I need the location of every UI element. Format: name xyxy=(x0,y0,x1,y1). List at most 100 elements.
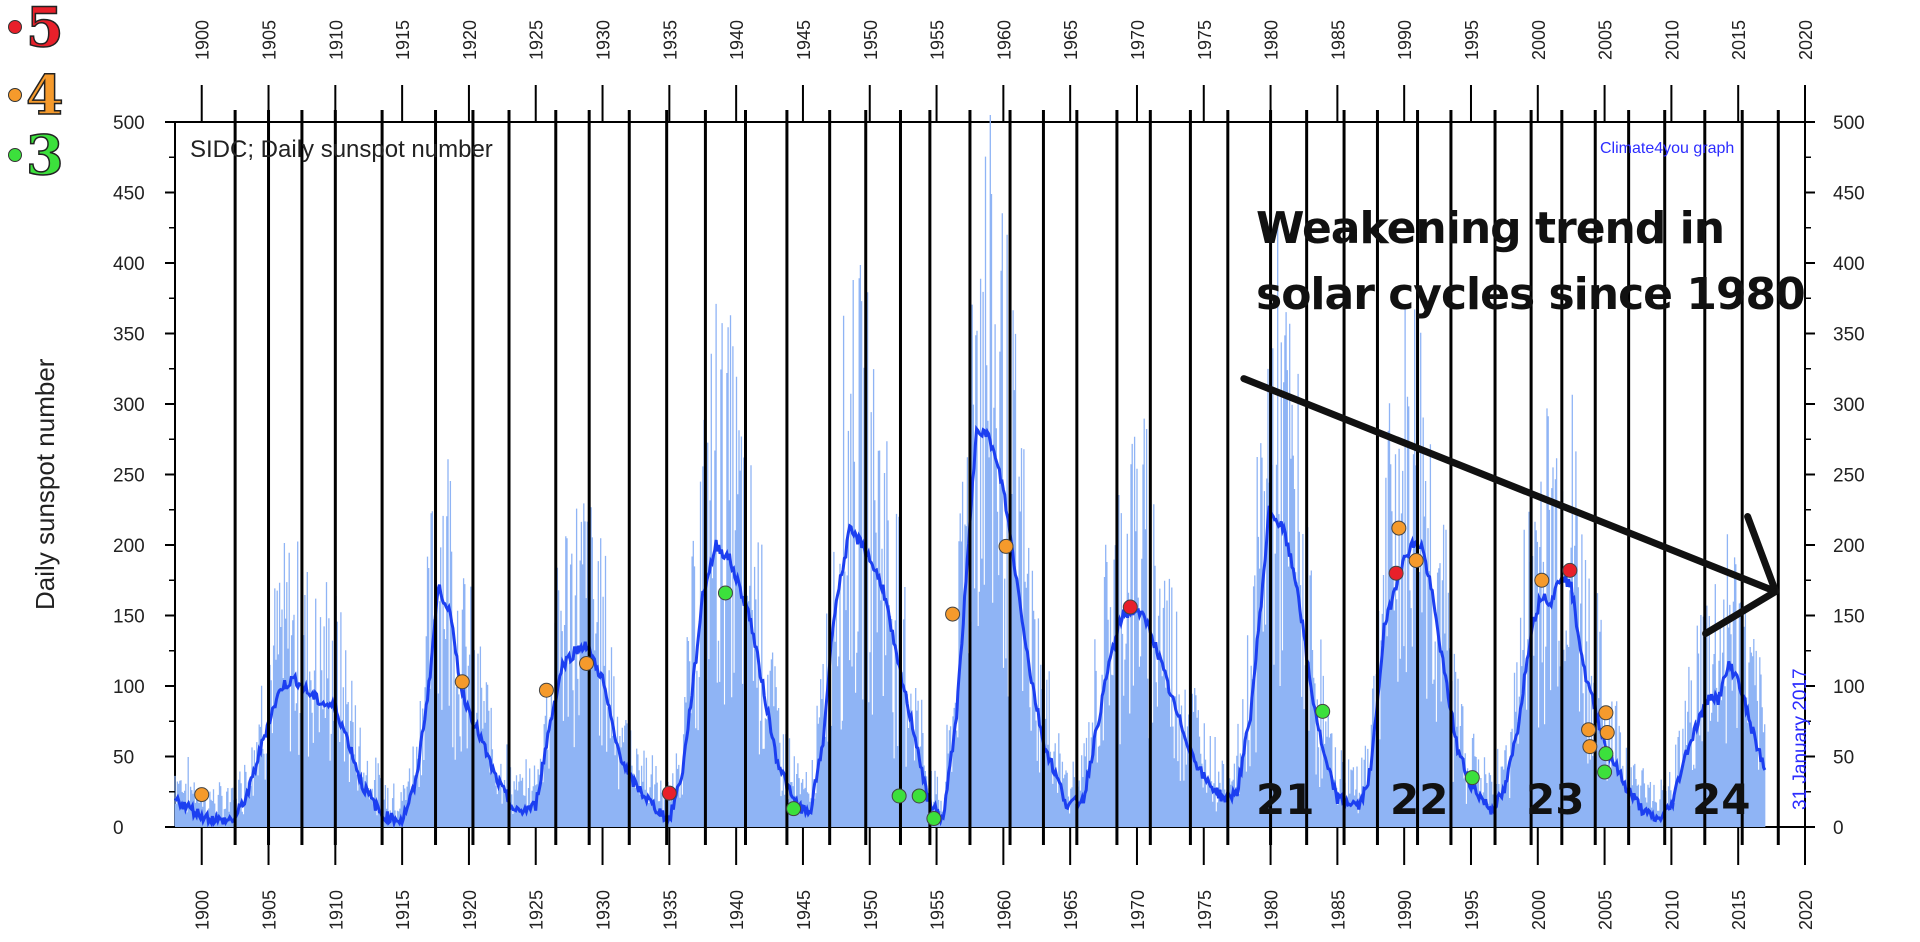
legend-item-3: 3 xyxy=(8,123,64,187)
y-tick-label-right: 500 xyxy=(1833,113,1865,134)
legend-number-4: 4 xyxy=(25,63,64,127)
event-point-level-3 xyxy=(786,801,802,817)
trend-arrow-head-lower xyxy=(1702,588,1780,638)
x-tick-label-top: 1980 xyxy=(1262,20,1282,60)
legend-item-4: 4 xyxy=(8,63,64,127)
chart-title: SIDC; Daily sunspot number xyxy=(190,136,493,163)
x-tick-label-bottom: 1925 xyxy=(527,890,547,930)
x-tick-label-top: 1940 xyxy=(727,20,747,60)
cycle-label-22: 22 xyxy=(1390,775,1449,824)
y-tick-label-left: 0 xyxy=(113,818,124,839)
legend-number-5: 5 xyxy=(25,0,64,59)
x-tick-label-top: 1930 xyxy=(594,20,614,60)
x-tick-label-bottom: 2020 xyxy=(1796,890,1816,930)
x-tick-label-bottom: 1950 xyxy=(861,890,881,930)
trend-arrow-head-upper xyxy=(1744,513,1780,596)
x-tick-label-top: 1910 xyxy=(326,20,346,60)
cycle-label-23: 23 xyxy=(1526,775,1585,824)
x-tick-label-top: 1915 xyxy=(393,20,413,60)
y-tick-label-left: 400 xyxy=(113,254,145,275)
y-tick-label-right: 300 xyxy=(1833,395,1865,416)
legend-dot-orange xyxy=(8,88,22,102)
x-tick-label-top: 1950 xyxy=(861,20,881,60)
legend-dot-green xyxy=(8,148,22,162)
x-tick-label-top: 1900 xyxy=(193,20,213,60)
x-tick-label-bottom: 1900 xyxy=(193,890,213,930)
x-tick-label-bottom: 2010 xyxy=(1662,890,1682,930)
x-tick-label-bottom: 2005 xyxy=(1596,890,1616,930)
x-tick-label-bottom: 1945 xyxy=(794,890,814,930)
y-tick-label-right: 350 xyxy=(1833,325,1865,346)
cycle-label-21: 21 xyxy=(1256,775,1315,824)
x-tick-label-top: 1965 xyxy=(1061,20,1081,60)
y-tick-label-left: 100 xyxy=(113,677,145,698)
x-tick-label-bottom: 1910 xyxy=(326,890,346,930)
y-tick-label-right: 150 xyxy=(1833,607,1865,628)
legend-item-5: 5 xyxy=(8,0,64,59)
x-tick-label-top: 2020 xyxy=(1796,20,1816,60)
y-tick-label-left: 200 xyxy=(113,536,145,557)
event-point-level-4 xyxy=(945,606,961,622)
y-tick-label-left: 50 xyxy=(113,748,134,769)
x-tick-label-bottom: 1930 xyxy=(594,890,614,930)
event-point-level-3 xyxy=(1315,703,1331,719)
y-tick-label-left: 250 xyxy=(113,466,145,487)
x-tick-label-top: 1970 xyxy=(1128,20,1148,60)
x-tick-label-top: 2000 xyxy=(1529,20,1549,60)
x-tick-label-top: 1955 xyxy=(928,20,948,60)
x-tick-label-bottom: 1915 xyxy=(393,890,413,930)
event-point-level-4 xyxy=(1581,722,1597,738)
x-tick-label-bottom: 1965 xyxy=(1061,890,1081,930)
event-point-level-4 xyxy=(454,674,470,690)
y-tick-label-left: 450 xyxy=(113,184,145,205)
credit-label: Climate4you graph xyxy=(1600,140,1735,157)
event-point-level-5 xyxy=(661,785,677,801)
x-tick-label-bottom: 1985 xyxy=(1328,890,1348,930)
y-tick-label-left: 350 xyxy=(113,325,145,346)
x-tick-label-top: 1905 xyxy=(260,20,280,60)
x-tick-label-bottom: 1980 xyxy=(1262,890,1282,930)
x-tick-label-top: 2015 xyxy=(1729,20,1749,60)
x-tick-label-top: 1975 xyxy=(1195,20,1215,60)
y-tick-label-right: 200 xyxy=(1833,536,1865,557)
x-tick-label-top: 1960 xyxy=(994,20,1014,60)
y-tick-label-left: 500 xyxy=(113,113,145,134)
event-point-level-4 xyxy=(1599,725,1615,741)
x-tick-label-bottom: 1960 xyxy=(994,890,1014,930)
event-point-level-5 xyxy=(1562,562,1578,578)
legend-number-3: 3 xyxy=(25,123,64,187)
x-tick-label-top: 2010 xyxy=(1662,20,1682,60)
x-tick-label-bottom: 1990 xyxy=(1395,890,1415,930)
x-tick-label-bottom: 1995 xyxy=(1462,890,1482,930)
x-tick-label-bottom: 2015 xyxy=(1729,890,1749,930)
x-tick-label-top: 2005 xyxy=(1596,20,1616,60)
event-point-level-4 xyxy=(579,655,595,671)
y-tick-label-left: 300 xyxy=(113,395,145,416)
y-tick-label-right: 50 xyxy=(1833,748,1854,769)
event-point-level-4 xyxy=(1582,739,1598,755)
trend-headline: Weakening trend in solar cycles since 19… xyxy=(1256,196,1806,328)
trend-headline-line1: Weakening trend in xyxy=(1256,203,1725,254)
event-point-level-4 xyxy=(998,538,1014,554)
trend-arrow-shaft xyxy=(1240,375,1780,596)
x-tick-label-top: 1995 xyxy=(1462,20,1482,60)
event-point-level-3 xyxy=(891,788,907,804)
x-tick-label-top: 1935 xyxy=(660,20,680,60)
x-tick-label-bottom: 1970 xyxy=(1128,890,1148,930)
y-tick-label-right: 400 xyxy=(1833,254,1865,275)
x-tick-label-top: 1925 xyxy=(527,20,547,60)
x-tick-label-top: 1920 xyxy=(460,20,480,60)
cycle-label-24: 24 xyxy=(1692,775,1751,824)
event-point-level-3 xyxy=(1597,764,1613,780)
event-point-level-4 xyxy=(1598,705,1614,721)
y-tick-label-right: 450 xyxy=(1833,184,1865,205)
date-stamp: 31 January 2017 xyxy=(1790,668,1811,810)
y-tick-label-right: 100 xyxy=(1833,677,1865,698)
x-tick-label-bottom: 1935 xyxy=(660,890,680,930)
event-point-level-4 xyxy=(1534,572,1550,588)
event-point-level-4 xyxy=(1408,553,1424,569)
event-point-level-4 xyxy=(538,682,554,698)
y-tick-label-left: 150 xyxy=(113,607,145,628)
event-point-level-4 xyxy=(1391,520,1407,536)
